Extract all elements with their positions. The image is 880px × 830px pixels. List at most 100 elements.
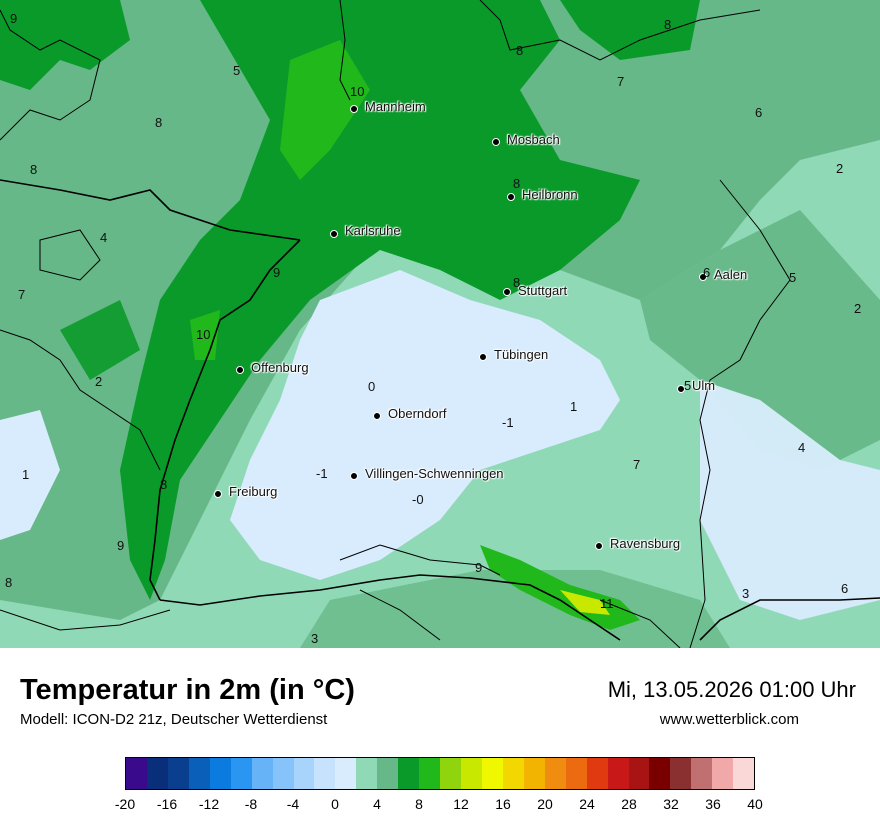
legend-swatch [251, 758, 273, 789]
forecast-datetime: Mi, 13.05.2026 01:00 Uhr [607, 677, 856, 702]
temp-value: 8 [160, 477, 168, 492]
city-label-mosbach: Mosbach [507, 132, 560, 147]
temp-value: 6 [841, 581, 849, 596]
map-footer: Temperatur in 2m (in °C) Modell: ICON-D2… [0, 648, 880, 830]
city-label-freiburg: Freiburg [229, 484, 278, 499]
temp-value: -1 [502, 415, 514, 430]
temp-value: 8 [513, 275, 521, 290]
model-info: Modell: ICON-D2 21z, Deutscher Wetterdie… [20, 711, 328, 728]
temp-value: 8 [30, 162, 38, 177]
temperature-map: Mannheim Mosbach Heilbronn Karlsruhe Aal… [0, 0, 880, 648]
legend-swatch [670, 758, 692, 789]
legend-swatch [188, 758, 210, 789]
temp-value: 9 [10, 11, 18, 26]
legend-swatch [398, 758, 420, 789]
legend-tick-label: 36 [705, 796, 721, 812]
city-dot [492, 138, 500, 146]
legend-swatch [607, 758, 629, 789]
legend-tick-label: -12 [198, 796, 220, 812]
legend-swatch [481, 758, 503, 789]
city-dot [479, 353, 487, 361]
legend-swatch [272, 758, 294, 789]
temp-value: 4 [100, 230, 108, 245]
legend-swatch [419, 758, 441, 789]
city-dot [236, 366, 244, 374]
legend-tick-label: 8 [415, 796, 423, 812]
legend-tick-label: 20 [537, 796, 553, 812]
city-label-offenburg: Offenburg [251, 360, 309, 375]
legend-swatch [586, 758, 608, 789]
legend-swatch [733, 758, 755, 789]
legend-swatch [712, 758, 734, 789]
temp-value: 10 [196, 327, 211, 342]
legend-swatch [461, 758, 482, 789]
temp-value: 8 [516, 43, 524, 58]
city-dot [503, 288, 511, 296]
temp-value: 7 [633, 457, 641, 472]
legend-swatch [649, 758, 671, 789]
temp-value: 5 [233, 63, 241, 78]
temp-value: 9 [475, 560, 483, 575]
legend-tick-label: -8 [244, 796, 258, 812]
temp-value: 11 [600, 596, 614, 611]
city-dot [350, 472, 358, 480]
legend-swatch [314, 758, 336, 789]
temp-value: 7 [617, 74, 625, 89]
temp-value: 8 [155, 115, 163, 130]
temp-value: 2 [836, 161, 844, 176]
website-link[interactable]: www.wetterblick.com [659, 711, 799, 728]
map-title: Temperatur in 2m (in °C) [20, 674, 355, 706]
legend-swatch [440, 758, 461, 789]
city-label-mannheim: Mannheim [365, 99, 426, 114]
city-label-stuttgart: Stuttgart [518, 283, 568, 298]
temp-value: -0 [412, 492, 424, 507]
legend-swatch [293, 758, 315, 789]
temp-value: 2 [854, 301, 862, 316]
legend-tick-label: 24 [579, 796, 595, 812]
legend-tick-label: 16 [495, 796, 511, 812]
legend-tick-label: 12 [453, 796, 469, 812]
legend-swatch [565, 758, 587, 789]
legend-tick-label: -4 [286, 796, 300, 812]
temp-value: 8 [5, 575, 13, 590]
legend-swatch [126, 758, 147, 789]
temp-value: 9 [117, 538, 125, 553]
temp-value: 6 [755, 105, 763, 120]
city-dot [699, 273, 707, 281]
temp-value: 3 [742, 586, 750, 601]
city-label-aalen: Aalen [714, 267, 748, 282]
temp-value: 8 [664, 17, 672, 32]
legend-ticks: -20 -16 -12 -8 -4 0 4 8 12 16 20 24 28 32 36 40 [115, 796, 763, 812]
city-label-oberndorf: Oberndorf [388, 406, 447, 421]
legend-swatch [377, 758, 399, 789]
legend-swatch [356, 758, 378, 789]
legend-tick-label: 32 [663, 796, 679, 812]
city-dot [350, 105, 358, 113]
temp-value: 1 [22, 467, 30, 482]
legend-tick-label: 28 [621, 796, 637, 812]
legend-swatch [502, 758, 524, 789]
color-legend [125, 757, 755, 790]
temp-value: 8 [513, 176, 521, 191]
temp-value: 3 [311, 631, 319, 646]
city-label-ravensburg: Ravensburg [610, 536, 681, 551]
temp-value: 0 [368, 379, 376, 394]
city-label-karlsruhe: Karlsruhe [345, 223, 401, 238]
city-label-villingen: Villingen-Schwenningen [365, 466, 504, 481]
city-dot [507, 193, 515, 201]
temp-value: 6 [703, 265, 711, 280]
legend-swatch [209, 758, 231, 789]
temp-value: 2 [95, 374, 103, 389]
temp-value: 4 [798, 440, 806, 455]
temp-value: -1 [316, 466, 328, 481]
legend-swatch [230, 758, 252, 789]
legend-swatch [691, 758, 713, 789]
legend-swatch [628, 758, 650, 789]
legend-tick-label: 4 [373, 796, 381, 812]
temp-value: 5 [684, 378, 692, 393]
temp-value: 10 [350, 84, 365, 99]
legend-tick-label: -16 [156, 796, 178, 812]
temp-value: 9 [273, 265, 281, 280]
legend-swatch [167, 758, 189, 789]
legend-swatch [335, 758, 357, 789]
